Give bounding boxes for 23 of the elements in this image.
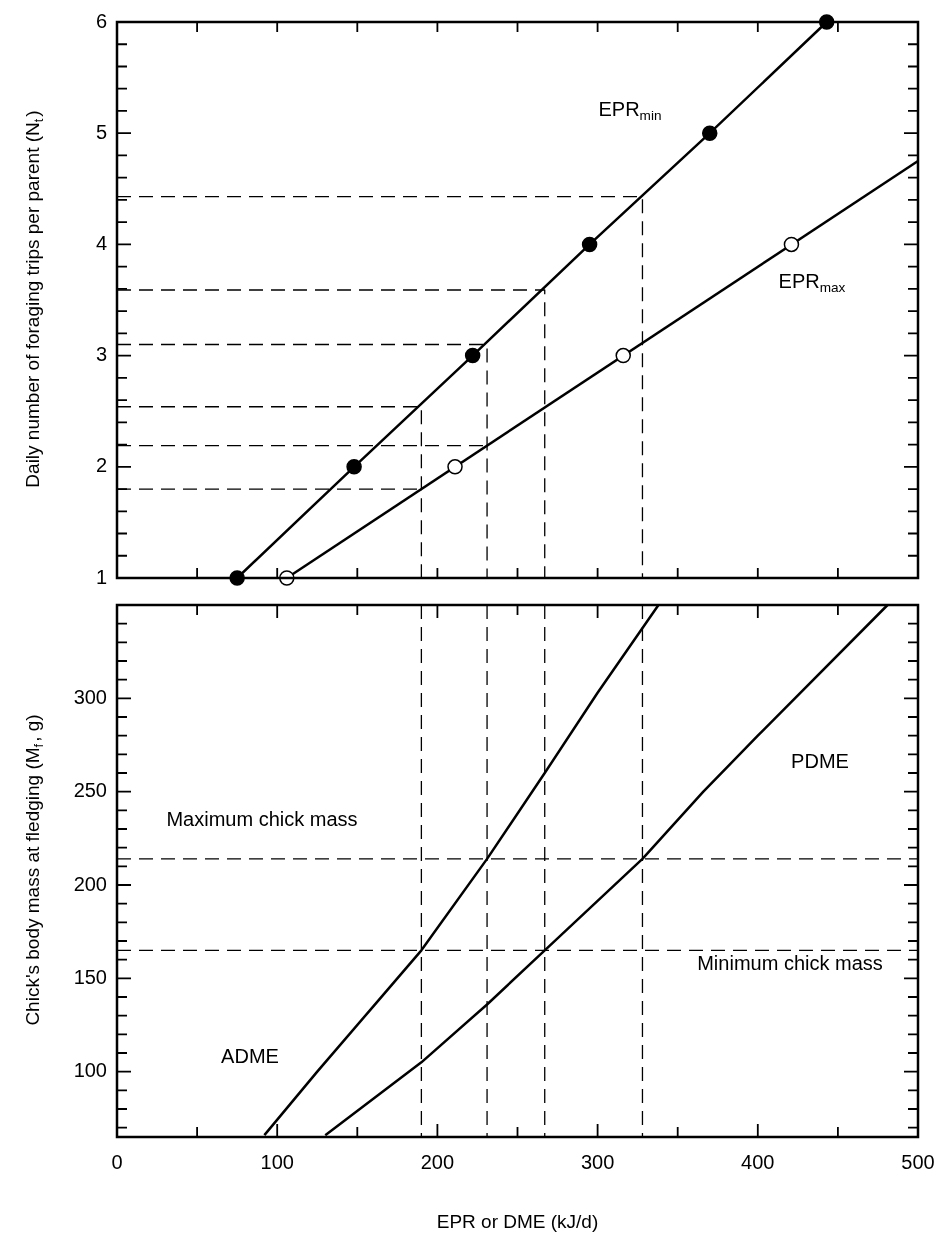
x-tick-label: 200 xyxy=(420,1150,455,1173)
x-tick-label: 0 xyxy=(111,1150,123,1173)
y-tick-label: 250 xyxy=(73,779,107,802)
y-tick-label: 4 xyxy=(95,231,107,254)
y-tick-label: 100 xyxy=(73,1059,107,1082)
x-tick-label: 100 xyxy=(260,1150,294,1173)
y-tick-label: 200 xyxy=(73,872,107,895)
x-axis-title: EPR or DME (kJ/d) xyxy=(436,1211,599,1233)
y-tick-label: 300 xyxy=(73,685,107,708)
ref-line-label: Maximum chick mass xyxy=(166,807,358,830)
series-label: ADME xyxy=(221,1044,279,1067)
y-axis-title: Daily number of foraging trips per parent (Nt) xyxy=(22,110,47,488)
y-tick-label: 6 xyxy=(95,9,107,32)
x-tick-label: 300 xyxy=(580,1150,615,1173)
x-tick-label: 400 xyxy=(741,1150,775,1173)
y-tick-label: 1 xyxy=(95,565,107,588)
y-tick-label: 5 xyxy=(95,120,107,143)
y-tick-label: 150 xyxy=(73,965,107,988)
series-label: PDME xyxy=(791,749,849,772)
y-tick-label: 3 xyxy=(95,343,107,366)
y-tick-label: 2 xyxy=(95,454,107,477)
ref-line-label: Minimum chick mass xyxy=(697,951,883,974)
x-tick-label: 500 xyxy=(901,1150,935,1173)
